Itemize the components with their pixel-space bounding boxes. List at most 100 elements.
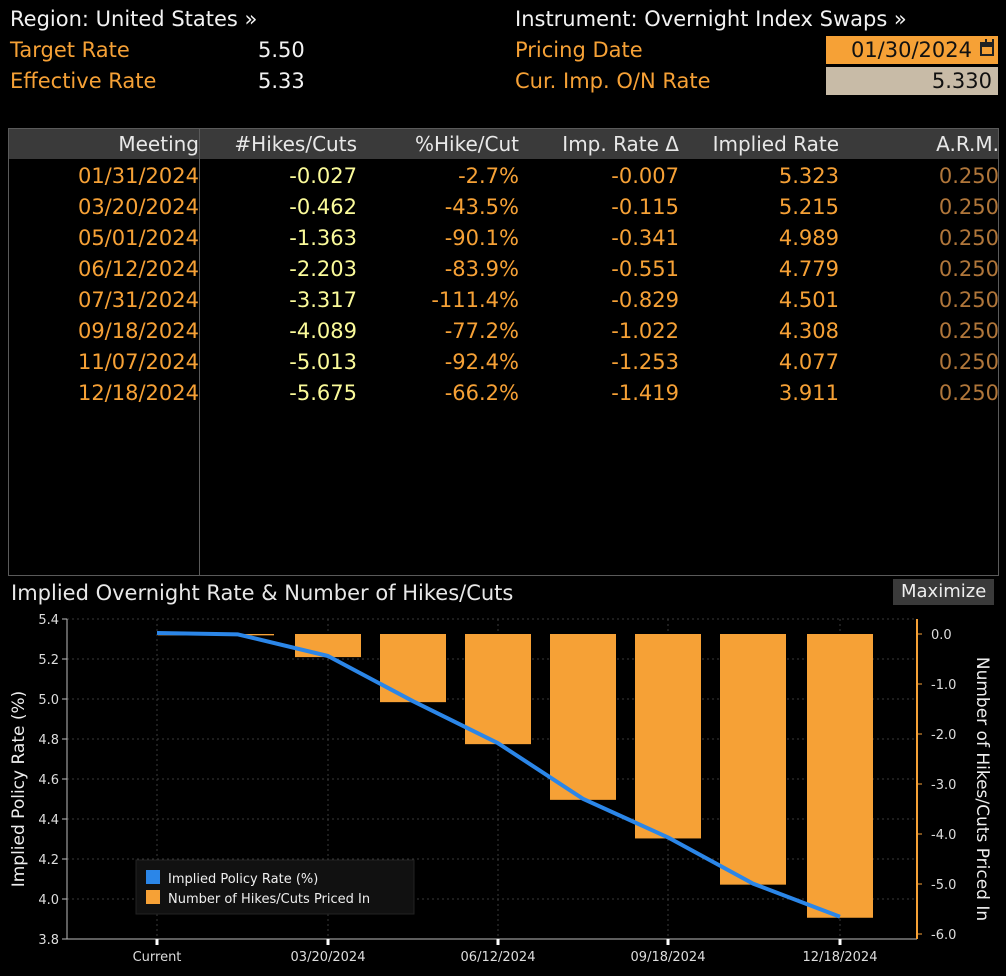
cell-implied-rate: 4.989	[778, 226, 839, 250]
cell-implied-rate: 4.308	[778, 319, 839, 343]
cell-arm: 0.250	[938, 195, 999, 219]
pricing-date-label: Pricing Date	[515, 38, 643, 62]
cell-imp-rate-delta: -0.115	[611, 195, 679, 219]
bar-hikes-cuts	[465, 634, 531, 745]
y-tick-label: 5.2	[38, 653, 59, 668]
legend-swatch-hikes	[146, 890, 160, 904]
table-row[interactable]: 12/18/2024 -5.675 -66.2% -1.419 3.911 0.250	[9, 378, 999, 409]
cell-pct-hike-cut: -77.2%	[444, 319, 519, 343]
cell-pct-hike-cut: -43.5%	[444, 195, 519, 219]
cell-hikes-cuts: -5.013	[289, 350, 357, 374]
y2-axis-label: Number of Hikes/Cuts Priced In	[972, 657, 992, 921]
cell-arm: 0.250	[938, 257, 999, 281]
cell-imp-rate-delta: -0.551	[611, 257, 679, 281]
bar-hikes-cuts	[807, 634, 873, 918]
cell-arm: 0.250	[938, 226, 999, 250]
cell-arm: 0.250	[938, 381, 999, 405]
cell-meeting: 01/31/2024	[77, 164, 199, 188]
col-header-meeting[interactable]: Meeting	[118, 132, 199, 156]
table-body: 01/31/2024 -0.027 -2.7% -0.007 5.323 0.250 03/…	[9, 161, 999, 409]
cell-hikes-cuts: -0.462	[289, 195, 357, 219]
bar-hikes-cuts	[720, 634, 786, 885]
cell-pct-hike-cut: -66.2%	[444, 381, 519, 405]
cell-pct-hike-cut: -90.1%	[444, 226, 519, 250]
y2-tick-label: 0.0	[931, 628, 952, 643]
effective-rate-label: Effective Rate	[10, 69, 157, 93]
col-header-arm[interactable]: A.R.M.	[936, 132, 999, 156]
x-tick-label: 06/12/2024	[461, 950, 536, 965]
cell-pct-hike-cut: -111.4%	[431, 288, 519, 312]
y-axis-label: Implied Policy Rate (%)	[9, 691, 29, 888]
x-tick-label: 12/18/2024	[803, 950, 878, 965]
cell-imp-rate-delta: -0.341	[611, 226, 679, 250]
instrument-selector[interactable]: Instrument: Overnight Index Swaps »	[515, 7, 907, 31]
y-tick-label: 5.0	[38, 693, 59, 708]
cell-meeting: 11/07/2024	[77, 350, 199, 374]
y-tick-label: 3.8	[38, 933, 59, 948]
region-selector[interactable]: Region: United States »	[10, 7, 258, 31]
x-tick-label: Current	[133, 950, 182, 965]
maximize-button[interactable]: Maximize	[893, 579, 995, 605]
cell-arm: 0.250	[938, 350, 999, 374]
y2-tick-label: -1.0	[931, 678, 956, 693]
y2-tick-label: -4.0	[931, 828, 956, 843]
chart-title: Implied Overnight Rate & Number of Hikes…	[11, 581, 514, 605]
cell-hikes-cuts: -3.317	[289, 288, 357, 312]
cell-implied-rate: 5.215	[778, 195, 839, 219]
table-row[interactable]: 03/20/2024 -0.462 -43.5% -0.115 5.215 0.250	[9, 192, 999, 223]
table-row[interactable]: 05/01/2024 -1.363 -90.1% -0.341 4.989 0.250	[9, 223, 999, 254]
y-tick-label: 4.0	[38, 893, 59, 908]
cell-pct-hike-cut: -2.7%	[458, 164, 519, 188]
y2-tick-label: -2.0	[931, 728, 956, 743]
cell-meeting: 07/31/2024	[77, 288, 199, 312]
col-header-hikes-cuts[interactable]: #Hikes/Cuts	[234, 132, 357, 156]
cell-hikes-cuts: -0.027	[289, 164, 357, 188]
cell-meeting: 12/18/2024	[77, 381, 199, 405]
cur-imp-rate-label: Cur. Imp. O/N Rate	[515, 69, 711, 93]
cell-arm: 0.250	[938, 319, 999, 343]
cell-meeting: 06/12/2024	[77, 257, 199, 281]
table-row[interactable]: 01/31/2024 -0.027 -2.7% -0.007 5.323 0.250	[9, 161, 999, 192]
cell-implied-rate: 4.077	[778, 350, 839, 374]
cell-imp-rate-delta: -1.022	[611, 319, 679, 343]
cell-implied-rate: 3.911	[778, 381, 839, 405]
col-header-imp-rate-delta[interactable]: Imp. Rate Δ	[562, 132, 679, 156]
cell-meeting: 03/20/2024	[77, 195, 199, 219]
cur-imp-rate-field: 5.330	[826, 67, 998, 95]
table-row[interactable]: 06/12/2024 -2.203 -83.9% -0.551 4.779 0.250	[9, 254, 999, 285]
cell-imp-rate-delta: -1.419	[611, 381, 679, 405]
cell-arm: 0.250	[938, 164, 999, 188]
pricing-date-field[interactable]: 01/30/2024	[826, 36, 998, 64]
col-header-pct-hike-cut[interactable]: %Hike/Cut	[415, 132, 519, 156]
calendar-icon[interactable]	[980, 39, 994, 56]
bar-hikes-cuts	[295, 634, 361, 658]
legend-swatch-rate	[146, 870, 160, 884]
y-tick-label: 4.2	[38, 853, 59, 868]
legend-label-hikes: Number of Hikes/Cuts Priced In	[168, 892, 370, 907]
cell-hikes-cuts: -2.203	[289, 257, 357, 281]
table-row[interactable]: 09/18/2024 -4.089 -77.2% -1.022 4.308 0.250	[9, 316, 999, 347]
cell-implied-rate: 4.501	[778, 288, 839, 312]
table-header: Meeting #Hikes/Cuts %Hike/Cut Imp. Rate …	[9, 129, 999, 159]
table-row[interactable]: 11/07/2024 -5.013 -92.4% -1.253 4.077 0.250	[9, 347, 999, 378]
bar-hikes-cuts	[380, 634, 446, 703]
cell-implied-rate: 4.779	[778, 257, 839, 281]
implied-rate-chart: 3.8 4.0 4.2 4.4 4.6 4.8 5.0 5.2 5.4 -6.0 -5.0 -4.0 -…	[9, 613, 992, 965]
bar-hikes-cuts	[550, 634, 616, 800]
y-tick-label: 4.8	[38, 733, 59, 748]
cur-imp-rate-value: 5.330	[931, 69, 992, 93]
meetings-table: Meeting #Hikes/Cuts %Hike/Cut Imp. Rate …	[8, 128, 999, 576]
target-rate-label: Target Rate	[10, 38, 130, 62]
pricing-date-value: 01/30/2024	[850, 38, 972, 62]
cell-hikes-cuts: -4.089	[289, 319, 357, 343]
legend-box	[135, 859, 415, 915]
table-row[interactable]: 07/31/2024 -3.317 -111.4% -0.829 4.501 0.250	[9, 285, 999, 316]
y2-tick-label: -3.0	[931, 778, 956, 793]
cell-pct-hike-cut: -92.4%	[444, 350, 519, 374]
y-tick-label: 4.4	[38, 813, 59, 828]
x-tick-label: 03/20/2024	[291, 950, 366, 965]
cell-meeting: 05/01/2024	[77, 226, 199, 250]
cell-hikes-cuts: -5.675	[289, 381, 357, 405]
cell-meeting: 09/18/2024	[77, 319, 199, 343]
col-header-implied-rate[interactable]: Implied Rate	[712, 132, 839, 156]
